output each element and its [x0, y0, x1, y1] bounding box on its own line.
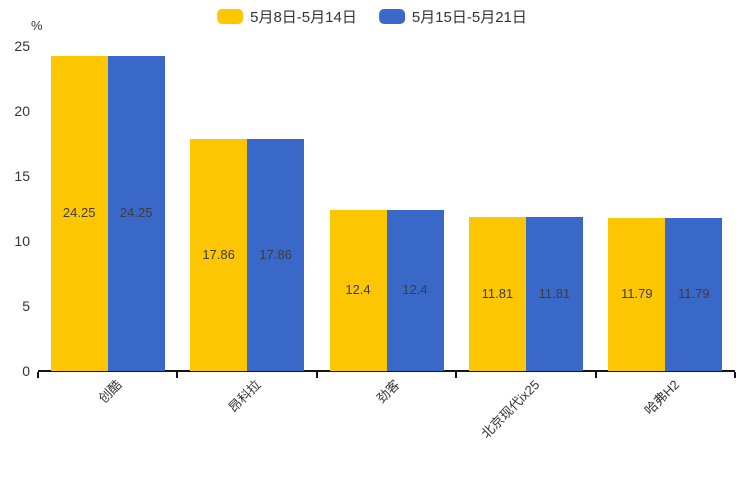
bar-value-label: 24.25 [119, 205, 153, 221]
bar-value-label: 17.86 [202, 246, 235, 262]
y-axis-tick-label: 15 [14, 168, 30, 184]
y-axis-tick-label: 10 [14, 233, 30, 249]
bar-value-label: 11.81 [481, 286, 514, 302]
x-axis-category-label: 北京现代ix25 [478, 377, 543, 442]
x-axis-tick [734, 372, 736, 378]
x-axis-tick [37, 372, 39, 378]
x-axis-tick [315, 372, 318, 378]
bar-week1-1[interactable] [50, 55, 108, 371]
bar-week2-3[interactable] [386, 209, 444, 371]
bar-value-label: 11.81 [538, 286, 571, 302]
bar-value-label: 17.86 [259, 246, 292, 262]
bar-week2-4[interactable] [525, 217, 583, 371]
y-axis-unit-label: % [31, 18, 43, 33]
bar-week2-2[interactable] [247, 138, 305, 371]
y-axis-tick-label: 5 [22, 298, 30, 314]
bar-value-label: 12.4 [345, 282, 371, 298]
legend-item-week1[interactable]: 5月8日-5月14日 [217, 6, 357, 27]
bar-week1-4[interactable] [468, 217, 526, 371]
bar-value-label: 12.4 [402, 282, 428, 298]
y-axis-tick-label: 0 [22, 363, 30, 379]
x-axis-category-label: 昂科拉 [225, 377, 264, 416]
bar-week2-1[interactable] [107, 55, 165, 371]
x-axis-category-label: 创酷 [95, 377, 125, 407]
x-axis-line [38, 370, 735, 372]
x-axis-category-label: 劲客 [374, 377, 404, 407]
x-axis-tick [176, 372, 179, 378]
legend-item-week2[interactable]: 5月15日-5月21日 [378, 6, 527, 27]
bar-week1-5[interactable] [608, 217, 666, 371]
bar-value-label: 24.25 [62, 205, 96, 221]
legend: 5月8日-5月14日 5月15日-5月21日 [217, 6, 527, 27]
bar-week2-5[interactable] [665, 217, 723, 371]
legend-label-week2: 5月15日-5月21日 [411, 9, 527, 26]
y-axis-tick-label: 20 [14, 103, 30, 119]
legend-label-week1: 5月8日-5月14日 [250, 9, 357, 26]
x-axis-category-label: 哈弗H2 [641, 377, 682, 418]
legend-swatch-week1 [217, 9, 244, 24]
y-axis-tick-label: 25 [14, 38, 30, 54]
bar-value-label: 11.79 [678, 286, 710, 302]
legend-swatch-week2 [378, 9, 405, 24]
x-axis-tick [594, 372, 597, 378]
bar-value-label: 11.79 [621, 286, 653, 302]
x-axis-tick [455, 372, 458, 378]
bar-week1-2[interactable] [190, 138, 248, 371]
bar-week1-3[interactable] [329, 209, 387, 371]
